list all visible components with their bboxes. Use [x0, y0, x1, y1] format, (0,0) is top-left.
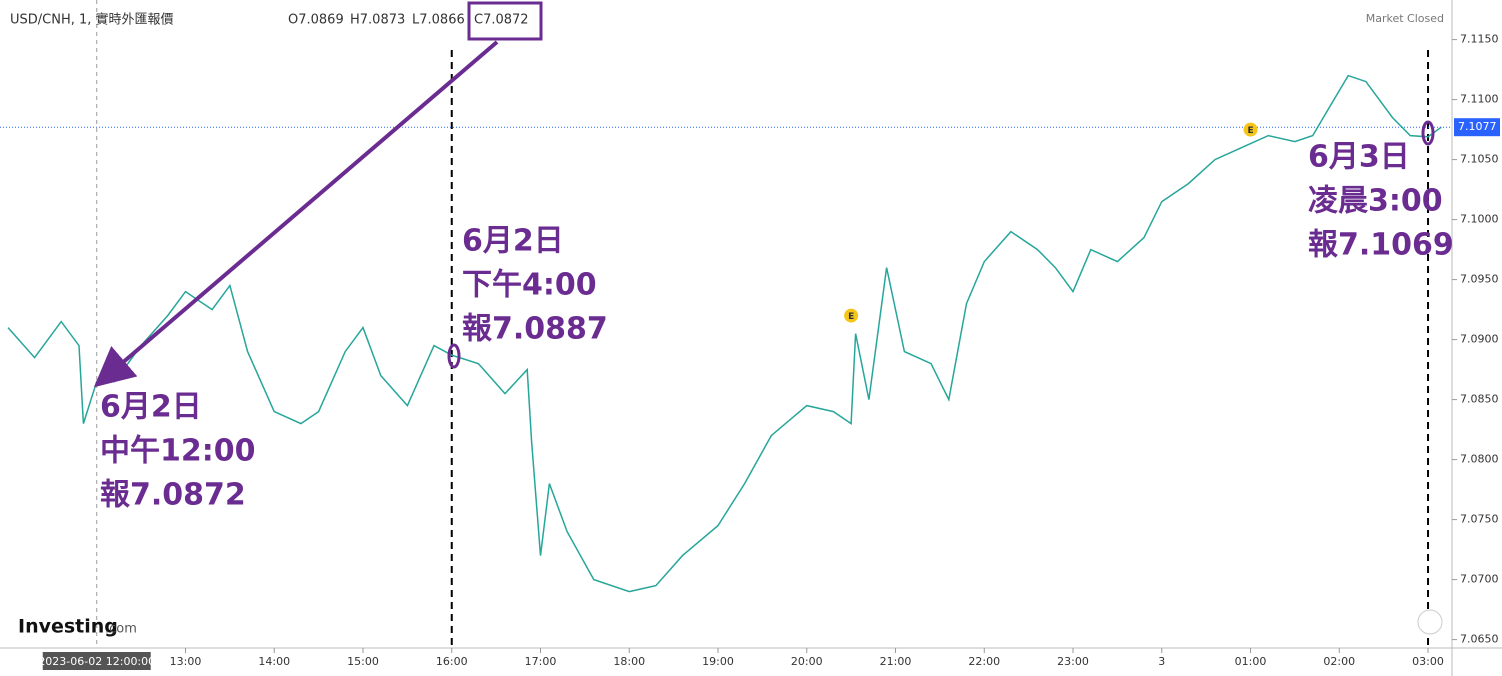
- annotation-text: 6月2日: [100, 390, 202, 425]
- annotation-text: 6月2日: [462, 224, 564, 259]
- logo-suffix: .com: [105, 622, 137, 637]
- scroll-button[interactable]: [1417, 609, 1443, 635]
- annotation-text: 報7.0872: [100, 478, 246, 513]
- ohlc-value: L7.0866: [412, 13, 465, 28]
- y-tick-label: 7.1050: [1460, 153, 1499, 166]
- x-tick-label: 13:00: [170, 655, 202, 668]
- x-tick-label: 19:00: [702, 655, 734, 668]
- crosshair-label-bg: [42, 652, 151, 670]
- event-marker: [1243, 122, 1258, 137]
- arrow: [93, 40, 499, 388]
- annotation-text: 6月3日: [1308, 140, 1410, 175]
- x-tick-label: 03:00: [1412, 655, 1444, 668]
- x-tick-label: 3: [1158, 655, 1165, 668]
- y-tick-label: 7.1100: [1460, 93, 1499, 106]
- y-tick-label: 7.0900: [1460, 333, 1499, 346]
- x-tick-label: 16:00: [436, 655, 468, 668]
- ohlc-value: O7.0869: [288, 13, 344, 28]
- last-price-bg: [1454, 118, 1500, 137]
- x-tick-label: 18:00: [613, 655, 645, 668]
- x-tick-label: 20:00: [791, 655, 823, 668]
- annotation-text: 報7.1069: [1308, 228, 1454, 263]
- x-tick-label: 21:00: [880, 655, 912, 668]
- event-label: E: [848, 312, 854, 322]
- point-marker: [447, 343, 461, 369]
- symbol: USD/CNH, 1, 實時外匯報價: [10, 12, 174, 28]
- y-tick-label: 7.0750: [1460, 513, 1499, 526]
- ohlc-value: H7.0873: [350, 13, 405, 28]
- crosshair-label: 2023-06-02 12:00:00: [38, 655, 155, 668]
- y-tick-label: 7.1000: [1460, 213, 1499, 226]
- x-tick-label: 23:00: [1057, 655, 1089, 668]
- x-tick-label: 14:00: [258, 655, 290, 668]
- x-tick-label: 17:00: [525, 655, 557, 668]
- y-tick-label: 7.0800: [1460, 453, 1499, 466]
- event-label: E: [1247, 126, 1253, 136]
- x-tick-label: 01:00: [1235, 655, 1267, 668]
- price-line: [7, 74, 1442, 593]
- annotation-text: 中午12:00: [100, 434, 256, 469]
- status: Market Closed: [1366, 12, 1444, 25]
- highlight-box: [467, 1, 543, 41]
- event-marker: [844, 308, 859, 323]
- y-tick-label: 7.0850: [1460, 393, 1499, 406]
- last-price-label: 7.1077: [1458, 120, 1497, 133]
- annotation-text: 下午4:00: [462, 268, 597, 303]
- point-marker: [1421, 120, 1435, 146]
- annotation-text: 凌晨3:00: [1308, 184, 1443, 219]
- y-tick-label: 7.1150: [1460, 33, 1499, 46]
- x-tick-label: 15:00: [347, 655, 379, 668]
- logo: Investing: [18, 616, 118, 638]
- y-tick-label: 7.0700: [1460, 573, 1499, 586]
- y-tick-label: 7.0650: [1460, 633, 1499, 646]
- x-tick-label: 02:00: [1323, 655, 1355, 668]
- annotation-text: 報7.0887: [462, 312, 608, 347]
- plot: [0, 0, 1452, 648]
- x-tick-label: 22:00: [968, 655, 1000, 668]
- ohlc-value: C7.0872: [474, 13, 529, 28]
- y-tick-label: 7.0950: [1460, 273, 1499, 286]
